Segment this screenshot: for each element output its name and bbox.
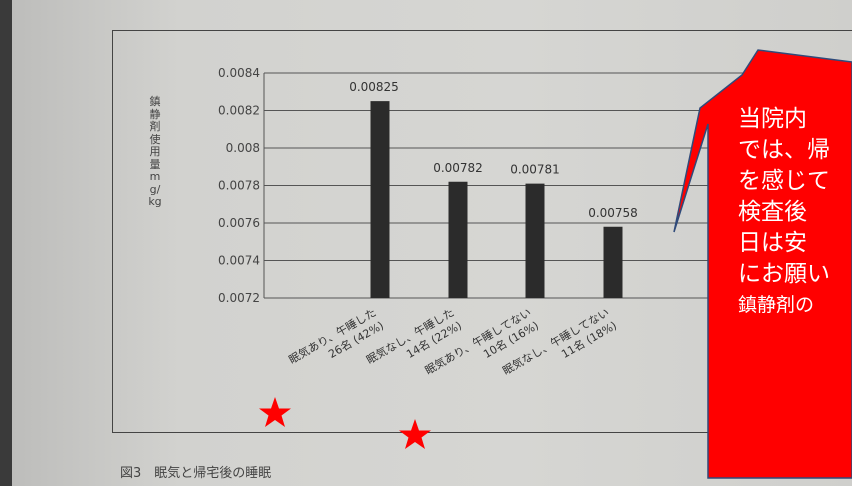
callout-line: では、帰 [738,137,830,163]
y-tick-label: 0.0072 [218,291,260,305]
value-label: 0.00781 [510,163,560,177]
y-tick-label: 0.0084 [218,66,260,80]
bar [525,183,545,298]
bar [448,181,468,298]
callout-line: 鎮静剤の [738,294,815,316]
bar [370,101,390,298]
callout-line: 検査後 [738,199,807,225]
y-tick-label: 0.0082 [218,104,260,118]
callout-shape [673,49,852,479]
y-tick-label: 0.0076 [218,216,260,230]
star-icon [259,397,291,427]
value-label: 0.00758 [588,206,638,220]
y-axis-label: 鎮静剤使用量mg/kg [148,95,162,208]
callout-text: 当院内 では、帰 を感じて 検査後 日は安 にお願い 鎮静剤の [738,104,852,434]
callout-line: を感じて [738,168,830,194]
star-shape [259,397,291,427]
y-tick-label: 0.0078 [218,179,260,193]
y-tick-label: 0.0074 [218,254,260,268]
figure-frame [112,30,852,433]
value-label: 0.00782 [433,161,483,175]
callout-line: 日は安 [738,230,807,256]
callout-line: にお願い [738,261,830,287]
star-icon [399,419,431,449]
value-label: 0.00825 [349,80,399,94]
star-shape [399,419,431,449]
figure-caption: 図3 眠気と帰宅後の睡眠 [120,466,272,481]
y-tick-label: 0.008 [226,141,260,155]
callout-line: 当院内 [738,106,807,132]
bar [603,226,623,298]
